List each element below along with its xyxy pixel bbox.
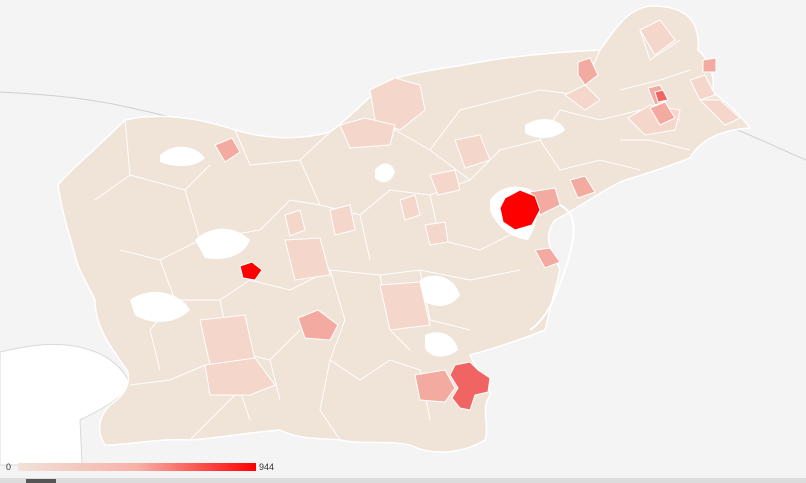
municipality-light-regions: [199, 19, 741, 396]
legend-max-label: 944: [259, 462, 275, 472]
municipality-high-regions: [449, 89, 669, 411]
map-gap-ljubljana-area: [195, 228, 250, 260]
bottom-edge: [0, 478, 806, 483]
map-gap-northeast: [525, 118, 565, 138]
map-gap-north: [375, 163, 395, 183]
region-kranj-area: [239, 261, 263, 281]
map-gap-south-central: [425, 332, 458, 357]
map-gap-southwest: [130, 291, 190, 322]
region-maribor: [499, 189, 541, 231]
color-legend: 0 944: [0, 458, 300, 478]
sea-area: [0, 343, 131, 466]
legend-min-label: 0: [6, 462, 12, 472]
legend-gradient-bar: [18, 463, 256, 471]
municipality-max-regions: [239, 189, 541, 281]
outside-east: [529, 204, 575, 331]
bottom-edge-handle: [26, 479, 56, 483]
country-outline: [57, 5, 752, 453]
municipality-mid-regions: [214, 57, 717, 403]
map-gap-west: [160, 146, 205, 167]
map-gap-south: [420, 275, 460, 306]
